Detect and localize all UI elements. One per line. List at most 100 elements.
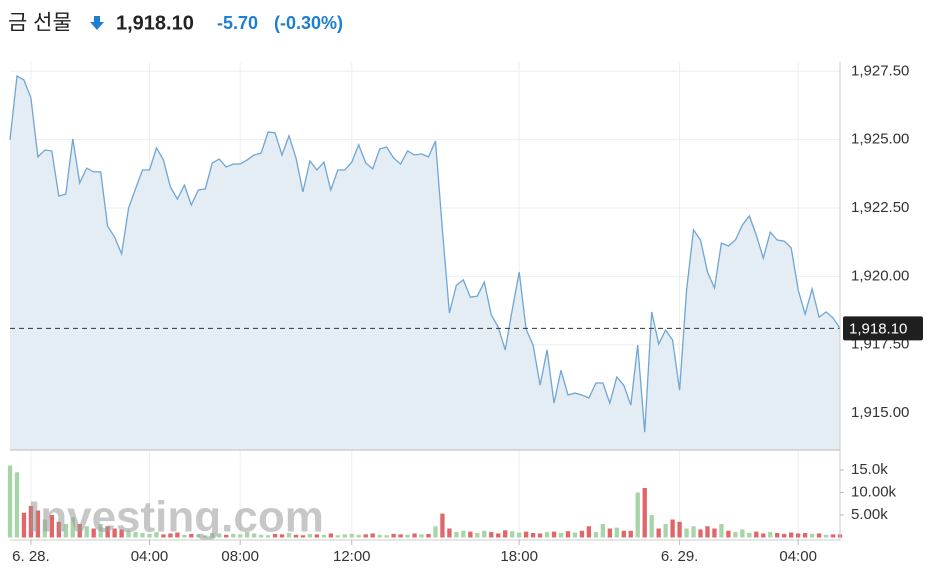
volume-bar <box>733 532 738 538</box>
volume-bar <box>816 533 822 538</box>
volume-bar <box>238 534 243 538</box>
volume-bar <box>35 510 41 538</box>
y-tick-label: 1,920.00 <box>851 267 909 284</box>
volume-bar <box>565 531 571 538</box>
volume-bar <box>593 532 599 538</box>
volume-bar <box>537 533 543 538</box>
volume-bar <box>754 531 759 538</box>
volume-bar <box>398 534 403 538</box>
volume-bar <box>440 513 445 538</box>
volume-bar <box>112 528 117 538</box>
volume-bar <box>726 530 731 538</box>
volume-bar <box>77 524 82 538</box>
volume-bar <box>489 532 494 538</box>
volume-bar <box>307 533 313 538</box>
volume-bar <box>628 530 633 538</box>
volume-bar <box>140 533 145 538</box>
volume-bar <box>740 529 745 538</box>
volume-bar <box>314 534 320 538</box>
volume-bar <box>412 533 417 538</box>
volume-bar <box>161 534 166 538</box>
y-tick-label: 5.00k <box>851 506 888 523</box>
volume-bar <box>670 519 675 538</box>
y-tick-label: 1,922.50 <box>851 199 909 216</box>
volume-bar <box>830 534 836 538</box>
price-change: -5.70 <box>217 13 258 33</box>
volume-bar <box>621 530 626 538</box>
volume-bar <box>175 532 180 538</box>
volume-bar <box>503 530 508 538</box>
volume-bar <box>244 532 250 538</box>
y-tick-label: 1,915.00 <box>851 404 909 421</box>
volume-bar <box>642 488 647 538</box>
volume-bar <box>649 515 654 538</box>
x-tick-label: 6. 29. <box>661 548 699 565</box>
volume-bar <box>154 532 159 538</box>
volume-bar <box>349 533 354 538</box>
volume-bar <box>28 506 34 538</box>
volume-bar <box>600 524 606 538</box>
volume-bar <box>300 535 306 538</box>
last-price-label: 1,918.10 <box>849 320 907 337</box>
volume-bar <box>210 533 215 538</box>
volume-bar <box>231 533 236 538</box>
x-tick-label: 04:00 <box>779 548 817 565</box>
volume-bar <box>712 528 717 538</box>
last-price: 1,918.10 <box>116 12 194 34</box>
volume-bar <box>544 532 550 538</box>
price-line <box>9 74 841 433</box>
volume-bar <box>14 472 20 538</box>
volume-bar <box>168 533 173 538</box>
volume-bar <box>614 527 619 538</box>
volume-bar <box>523 531 529 538</box>
volume-bar <box>272 533 278 538</box>
volume-bar <box>607 528 612 538</box>
volume-bar <box>775 533 780 538</box>
volume-bar <box>516 532 522 538</box>
volume-bar <box>147 533 152 538</box>
volume-bar <box>356 534 361 538</box>
volume-bar <box>63 524 68 538</box>
volume-bar <box>468 531 473 538</box>
volume-bar <box>719 524 724 538</box>
volume-bar <box>196 534 201 538</box>
volume-bar <box>321 534 327 538</box>
volume-bar <box>496 533 501 538</box>
volume-bar <box>91 528 96 538</box>
price-change-percent: (-0.30%) <box>274 13 343 33</box>
volume-bar <box>363 534 368 538</box>
volume-bar <box>391 533 396 538</box>
volume-bar <box>384 535 389 538</box>
volume-bar <box>454 532 459 538</box>
volume-bar <box>224 534 229 538</box>
volume-bar <box>370 533 375 538</box>
volume-bar <box>377 534 382 538</box>
volume-bar <box>823 534 829 538</box>
volume-bar <box>433 526 438 538</box>
last-price-box <box>843 316 923 341</box>
volume-bar <box>335 535 340 538</box>
volume-bar <box>572 532 578 538</box>
volume-bar <box>251 533 257 538</box>
volume-bar <box>761 533 766 538</box>
volume-bar <box>84 526 89 538</box>
down-arrow <box>90 16 104 30</box>
volume-bar <box>405 534 410 538</box>
volume-bar <box>98 524 103 538</box>
volume-bar <box>802 533 808 538</box>
volume-bar <box>126 530 131 538</box>
instrument-title: 금 선물 <box>8 12 72 35</box>
volume-bar <box>328 533 334 538</box>
volume-bar <box>105 526 110 538</box>
volume-bar <box>691 526 696 538</box>
volume-bar <box>279 534 285 538</box>
volume-bar <box>56 521 61 538</box>
volume-bar <box>530 533 536 538</box>
volume-bar <box>189 533 194 538</box>
volume-bar <box>558 533 564 538</box>
volume-bar <box>461 530 466 538</box>
volume-bar <box>7 465 13 538</box>
volume-bar <box>663 524 668 538</box>
volume-bar <box>809 533 815 538</box>
price-area <box>10 75 840 451</box>
